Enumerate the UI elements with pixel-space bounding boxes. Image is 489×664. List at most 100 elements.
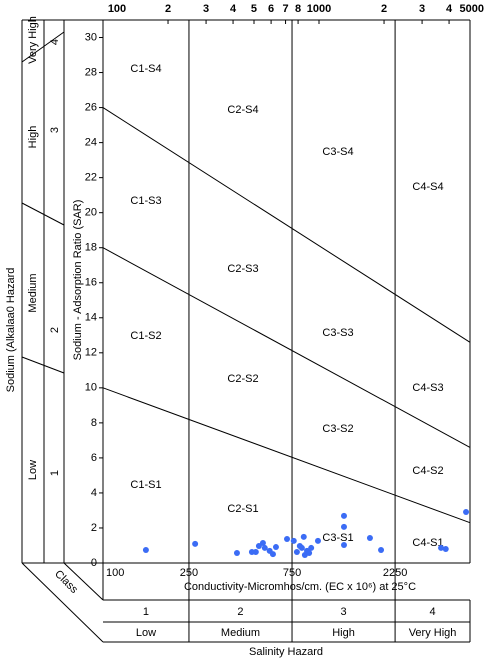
region-label: C3-S1	[322, 532, 353, 544]
data-point	[340, 541, 347, 548]
x-tick-label: 750	[283, 567, 301, 579]
region-label: C1-S4	[130, 63, 161, 75]
y-tick-label: 18	[85, 242, 97, 254]
data-point	[261, 544, 268, 551]
hazard-boundary	[102, 107, 471, 343]
salinity-hazard-title: Salinity Hazard	[249, 646, 323, 658]
salinity-class-name: Medium	[221, 627, 260, 639]
sodium-class-name: Very High	[27, 16, 39, 64]
y-tick-label: 30	[85, 31, 97, 43]
y-tick-label: 4	[91, 487, 97, 499]
frame	[21, 19, 471, 643]
region-label: C1-S3	[130, 195, 161, 207]
region-label: C3-S4	[322, 146, 353, 158]
data-point	[340, 523, 347, 530]
data-point	[192, 540, 199, 547]
data-point	[438, 544, 445, 551]
region-label: C2-S4	[227, 104, 258, 116]
sodium-class-name: High	[27, 126, 39, 149]
data-point	[290, 537, 297, 544]
y-tick-label: 14	[85, 312, 97, 324]
data-point	[378, 547, 385, 554]
x-top-tick-label: 6	[268, 3, 274, 15]
x-top-tick-label: 5000	[460, 3, 484, 15]
y-tick-label: 12	[85, 347, 97, 359]
x-top-tick-label: 5	[251, 3, 257, 15]
salinity-class-number: 3	[340, 606, 346, 618]
x-top-tick-label: 2	[165, 3, 171, 15]
salinity-class-number: 1	[143, 606, 149, 618]
region-label: C2-S1	[227, 503, 258, 515]
class-title: Class	[52, 568, 80, 596]
x-top-tick-label: 2	[381, 3, 387, 15]
y-tick-label: 10	[85, 382, 97, 394]
region-label: C1-S1	[130, 479, 161, 491]
x-tick-label: 100	[106, 567, 124, 579]
sodium-class-name: Low	[27, 460, 39, 480]
salinity-class-number: 4	[429, 606, 435, 618]
region-label: C2-S3	[227, 263, 258, 275]
x-top-tick-label: 100	[108, 3, 126, 15]
data-point	[252, 548, 259, 555]
sodium-hazard-title: Sodium (Alkalaa0 Hazard	[5, 268, 17, 393]
hazard-boundary	[102, 247, 471, 448]
sodium-class-name: Medium	[27, 273, 39, 312]
y-axis-title: Sodium - Adsorption Ratio (SAR)	[72, 200, 84, 361]
region-label: C4-S1	[412, 537, 443, 549]
region-label: C3-S3	[322, 327, 353, 339]
region-label: C4-S2	[412, 465, 443, 477]
salinity-class-name: Very High	[409, 627, 457, 639]
region-label: C4-S4	[412, 181, 443, 193]
x-tick-label: 2250	[383, 567, 407, 579]
region-label: C3-S2	[322, 423, 353, 435]
region-label: C1-S2	[130, 330, 161, 342]
x-top-tick-label: 7	[282, 3, 288, 15]
data-point	[442, 545, 449, 552]
data-point	[306, 550, 313, 557]
sodium-class-number: 3	[49, 127, 61, 133]
y-tick-label: 16	[85, 277, 97, 289]
data-point	[314, 537, 321, 544]
data-point	[298, 544, 305, 551]
data-point	[233, 550, 240, 557]
salinity-class-number: 2	[237, 606, 243, 618]
hazard-boundary	[102, 387, 471, 524]
data-point	[463, 509, 470, 516]
y-tick-label: 8	[91, 417, 97, 429]
salinity-class-name: High	[332, 627, 355, 639]
x-top-tick-label: 8	[295, 3, 301, 15]
y-tick-label: 26	[85, 101, 97, 113]
data-point	[284, 536, 291, 543]
y-tick-label: 6	[91, 452, 97, 464]
x-top-tick-label: 1000	[307, 3, 331, 15]
x-top-tick-label: 3	[203, 3, 209, 15]
sodium-class-number: 1	[49, 470, 61, 476]
y-tick-label: 28	[85, 66, 97, 78]
x-top-tick-label: 4	[230, 3, 237, 15]
data-point	[259, 540, 266, 547]
y-tick-label: 22	[85, 172, 97, 184]
y-tick-label: 2	[91, 522, 97, 534]
data-point	[269, 551, 276, 558]
x-top-tick-label: 4	[446, 3, 453, 15]
y-tick-label: 0	[91, 557, 97, 569]
salinity-class-name: Low	[136, 627, 156, 639]
data-point	[308, 544, 315, 551]
data-point	[142, 547, 149, 554]
data-point	[340, 512, 347, 519]
y-tick-label: 24	[85, 137, 97, 149]
data-point	[300, 533, 307, 540]
sodium-class-number: 2	[49, 327, 61, 333]
region-label: C2-S2	[227, 373, 258, 385]
data-point	[293, 548, 300, 555]
x-top-tick-label: 3	[419, 3, 425, 15]
x-axis-title: Conductivity-Micromhos/cm. (EC x 10⁶) at…	[184, 581, 416, 593]
region-label: C4-S3	[412, 382, 443, 394]
data-point	[366, 534, 373, 541]
sodium-class-number: 4	[49, 39, 61, 45]
data-point	[272, 544, 279, 551]
x-tick-label: 250	[180, 567, 198, 579]
y-tick-label: 20	[85, 207, 97, 219]
